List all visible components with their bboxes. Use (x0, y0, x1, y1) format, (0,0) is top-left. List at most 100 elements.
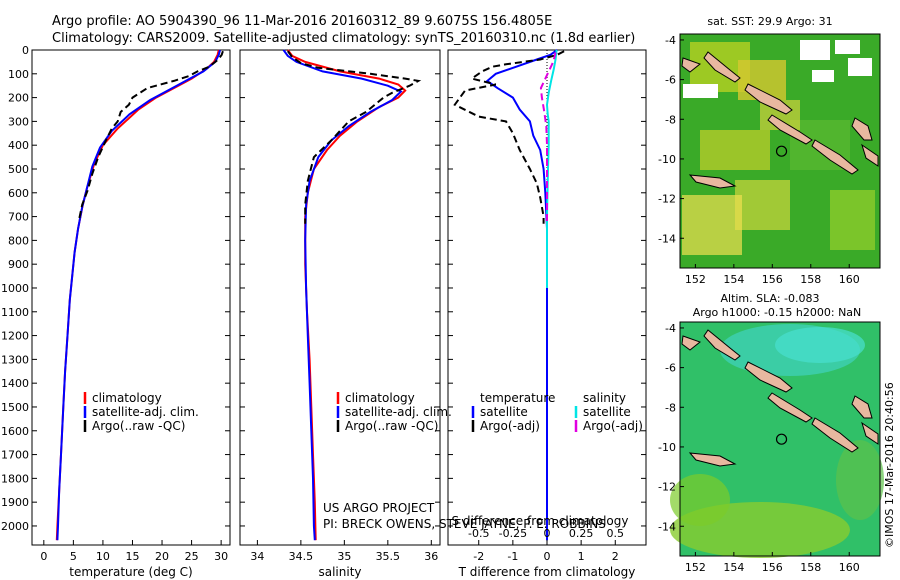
depth-tick-label: 1300 (1, 353, 29, 366)
depth-tick-label: 1600 (1, 425, 29, 438)
top-tick-label: 0.5 (607, 527, 625, 540)
map-y-tick-label: -8 (665, 401, 676, 414)
island-shape (744, 361, 793, 393)
island-shape (688, 452, 737, 467)
sst-warm-patch (830, 190, 875, 250)
map-y-tick-label: -4 (665, 322, 676, 335)
depth-tick-label: 500 (8, 163, 29, 176)
x-tick-label: 35.5 (376, 550, 401, 563)
legend-label-climatology: climatology (345, 391, 415, 405)
map-y-tick-label: -8 (665, 113, 676, 126)
sst-map-frame (679, 33, 881, 269)
legend-header-temperature: temperature (480, 391, 555, 405)
depth-tick-label: 800 (8, 234, 29, 247)
sst-map-y-ticks: -4 -6 -8 -10 -12 -14 (658, 34, 684, 245)
series-line (286, 50, 422, 224)
sla-map-title-1: Altim. SLA: -0.083 (720, 292, 819, 305)
temperature-panel-frame (31, 49, 231, 546)
x-tick-label: 10 (96, 550, 110, 563)
difference-top-ticks: -0.5 -0.25 0 0.25 0.5 (468, 527, 624, 540)
sst-map-x-ticks: 152 154 156 158 160 (685, 264, 860, 286)
map-y-tick-label: -12 (658, 193, 676, 206)
sla-islands (681, 329, 879, 467)
temperature-x-label: temperature (deg C) (69, 565, 192, 579)
temperature-legend: climatology satellite-adj. clim. Argo(..… (83, 391, 199, 433)
island-shape (688, 174, 737, 189)
project-label: US ARGO PROJECT (323, 501, 435, 515)
island-shape (767, 392, 813, 423)
map-x-tick-label: 152 (685, 561, 706, 574)
series-line (56, 49, 221, 541)
x-tick-label: 35 (337, 550, 351, 563)
x-tick-label: -1 (507, 550, 518, 563)
depth-tick-label: 2000 (1, 520, 29, 533)
sst-cloud-mask (848, 58, 872, 76)
sla-map-title-2: Argo h1000: -0.15 h2000: NaN (693, 306, 862, 319)
x-tick-label: 0 (40, 550, 47, 563)
depth-tick-label: 400 (8, 139, 29, 152)
sst-cloud-mask (835, 40, 860, 54)
salinity-x-label: salinity (318, 565, 361, 579)
depth-tick-label: 600 (8, 187, 29, 200)
sst-warm-patch (700, 130, 770, 170)
depth-tick-label: 1200 (1, 330, 29, 343)
salinity-series-group (282, 49, 422, 541)
sla-map-frame (679, 321, 881, 557)
sla-low-patch (836, 440, 884, 520)
x-tick-label: 25 (185, 550, 199, 563)
series-line (453, 50, 565, 224)
salinity-panel-frame (239, 49, 441, 546)
x-tick-label: 34.5 (289, 550, 314, 563)
map-x-tick-label: 152 (685, 273, 706, 286)
x-tick-label: 15 (125, 550, 139, 563)
sst-cloud-mask (683, 84, 718, 98)
island-shape (861, 421, 879, 445)
x-tick-label: 0 (544, 550, 551, 563)
top-tick-label: 0 (544, 527, 551, 540)
sla-height-patches (670, 324, 884, 558)
depth-tick-label: 1000 (1, 282, 29, 295)
depth-tick-label: 700 (8, 211, 29, 224)
float-position-marker (775, 433, 788, 445)
legend-label-sal-satellite: satellite (583, 405, 631, 419)
imos-credit: ©IMOS 17-Mar-2016 20:40:56 (883, 382, 896, 548)
depth-tick-label: 1500 (1, 401, 29, 414)
depth-tick-label: 1900 (1, 496, 29, 509)
difference-x-label: T difference from climatology (458, 565, 636, 579)
island-shape (744, 83, 793, 115)
temperature-series-group (55, 49, 224, 541)
legend-label-argo: Argo(..raw -QC) (345, 419, 438, 433)
map-x-tick-label: 154 (723, 273, 744, 286)
depth-tick-label: 900 (8, 258, 29, 271)
map-x-tick-label: 158 (800, 273, 821, 286)
sst-map-title: sat. SST: 29.9 Argo: 31 (707, 15, 832, 28)
map-y-tick-label: -6 (665, 74, 676, 87)
sst-warm-patch (735, 180, 790, 230)
top-tick-label: -0.5 (468, 527, 489, 540)
header-line-2: Climatology: CARS2009. Satellite-adjuste… (52, 31, 635, 46)
island-shape (811, 139, 859, 175)
x-tick-label: 36 (424, 550, 438, 563)
x-tick-label: 34 (250, 550, 264, 563)
sst-cloud-mask (812, 70, 834, 82)
depth-tick-label: 1400 (1, 377, 29, 390)
difference-x-ticks: -2 -1 0 1 2 (473, 540, 619, 563)
island-shape (767, 114, 813, 145)
difference-series-group (453, 49, 565, 541)
map-x-tick-label: 158 (800, 561, 821, 574)
sla-map-x-ticks: 152 154 156 158 160 (685, 552, 860, 574)
legend-label-satellite: satellite-adj. clim. (345, 405, 452, 419)
island-shape (851, 117, 873, 141)
legend-label-sal-argo: Argo(-adj) (583, 419, 643, 433)
island-shape (703, 329, 741, 361)
map-x-tick-label: 160 (839, 561, 860, 574)
map-x-tick-label: 154 (723, 561, 744, 574)
pi-label: PI: BRECK OWENS, STEVE JAYNE, P. E. ROBB… (323, 517, 606, 531)
x-tick-label: 2 (612, 550, 619, 563)
header-line-1: Argo profile: AO 5904390_96 11-Mar-2016 … (52, 14, 552, 29)
sla-high-patch (775, 327, 865, 363)
sla-map (670, 322, 884, 558)
sst-cloud-mask (800, 40, 830, 60)
